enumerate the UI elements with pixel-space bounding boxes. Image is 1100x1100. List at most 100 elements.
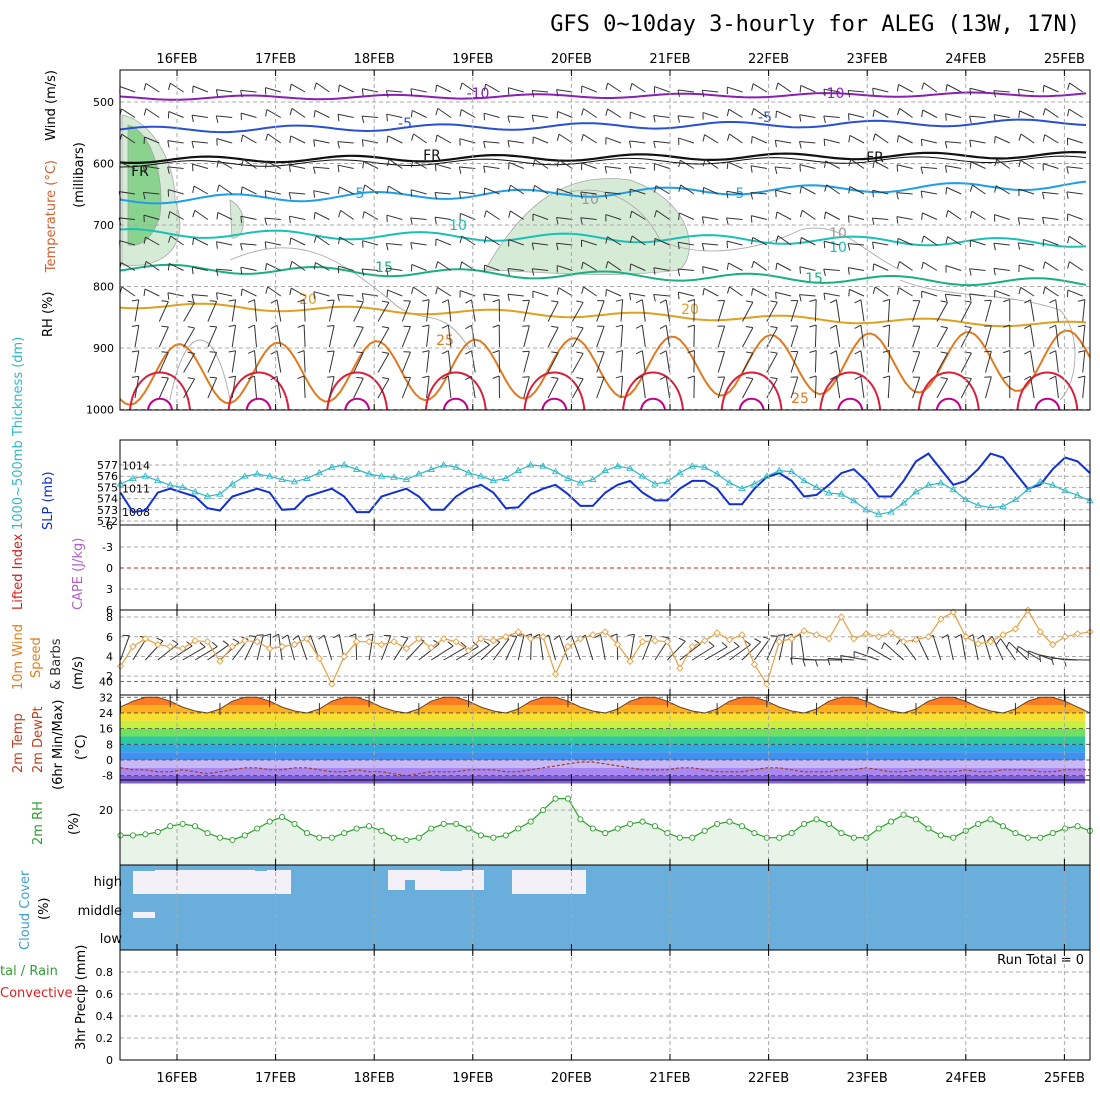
upper-wind-barb [751, 83, 754, 91]
upper-wind-barb [168, 111, 184, 118]
upper-wind-barb [120, 262, 136, 271]
upper-wind-barb [523, 376, 530, 399]
upper-wind-barb [823, 268, 840, 271]
rh2m-point [204, 830, 211, 837]
upper-wind-barb [994, 136, 996, 144]
upper-wind-barb [872, 133, 876, 141]
upper-wind-barb [848, 159, 852, 167]
upper-wind-barb [1082, 325, 1086, 348]
upper-wind-barb [971, 210, 986, 220]
surface-wind-barb [600, 634, 606, 661]
upper-wind-barb [240, 243, 257, 246]
upper-wind-barb [216, 268, 233, 271]
upper-wind-barb [461, 109, 476, 118]
upper-wind-barb [327, 325, 335, 327]
upper-wind-barb [969, 268, 972, 276]
upper-wind-barb [629, 140, 646, 144]
upper-wind-barb [799, 294, 816, 297]
upper-wind-barb [532, 185, 536, 193]
upper-wind-barb [534, 184, 549, 195]
upper-wind-barb [313, 110, 316, 118]
wind10-point [614, 640, 622, 649]
upper-wind-barb [923, 82, 938, 93]
isotherm-35 [541, 397, 568, 411]
upper-wind-barb [1049, 299, 1056, 304]
upper-wind-barb [1018, 264, 1035, 271]
isotherm-30 [622, 371, 684, 411]
upper-wind-barb [790, 325, 799, 348]
upper-wind-barb [532, 89, 549, 93]
rh2m-point [676, 834, 683, 841]
upper-wind-barb [1042, 191, 1059, 195]
upper-wind-barb [437, 107, 452, 118]
upper-wind-barb [605, 191, 622, 195]
surface-wind-barb [840, 655, 843, 663]
rh2m-point [415, 834, 422, 841]
upper-wind-barb [356, 325, 364, 328]
upper-wind-barb [144, 136, 160, 144]
wind10-point [974, 640, 982, 648]
temp-band [120, 720, 1085, 729]
upper-wind-barb [247, 350, 255, 354]
upper-wind-barb [276, 376, 282, 399]
upper-wind-barb [751, 108, 755, 116]
wind10-point [377, 640, 386, 649]
upper-wind-barb [945, 113, 962, 118]
temp-band [120, 705, 1085, 713]
temp-band [120, 689, 1085, 697]
upper-wind-barb [289, 108, 293, 116]
upper-wind-barb [471, 299, 476, 322]
upper-wind-barb [458, 166, 462, 174]
upper-wind-barb [216, 89, 233, 93]
upper-wind-barb [726, 133, 730, 141]
upper-wind-barb [218, 184, 233, 195]
surface-wind-barb [827, 658, 831, 666]
upper-wind-barb [899, 107, 913, 118]
upper-wind-barb [531, 268, 535, 276]
upper-wind-barb [629, 83, 633, 91]
surface-wind-barb [381, 635, 392, 661]
upper-wind-barb [337, 293, 354, 297]
wind10-point [290, 640, 299, 649]
upper-wind-barb [264, 217, 281, 220]
upper-wind-barb [717, 300, 726, 322]
upper-wind-barb [183, 378, 196, 399]
upper-wind-barb [654, 163, 670, 169]
rh2m-point [291, 820, 298, 827]
upper-wind-barb [231, 325, 237, 348]
thickness-point [502, 474, 510, 481]
upper-wind-barb [339, 236, 354, 246]
upper-wind-barb [187, 300, 195, 303]
upper-wind-barb [847, 267, 850, 275]
upper-wind-barb [381, 377, 390, 380]
wind10-point [452, 638, 460, 646]
upper-wind-barb [745, 351, 753, 354]
upper-wind-barb [410, 242, 427, 246]
thickness-point [874, 510, 883, 517]
upper-wind-barb [814, 375, 817, 399]
upper-wind-barb [717, 325, 726, 348]
upper-wind-barb [1017, 217, 1021, 225]
contour-label: -5 [398, 116, 412, 132]
upper-wind-barb [823, 88, 840, 93]
upper-wind-barb [823, 292, 840, 297]
upper-wind-barb [1082, 376, 1086, 399]
upper-wind-barb [143, 236, 146, 245]
thickness-tick-label: 576 [97, 470, 118, 483]
upper-wind-barb [582, 133, 597, 144]
upper-wind-barb [969, 268, 986, 271]
upper-wind-barb [753, 260, 768, 271]
upper-wind-barb [381, 300, 390, 303]
upper-wind-barb [848, 289, 850, 297]
upper-wind-barb [1055, 376, 1059, 399]
pressure-tick-label: 500 [93, 96, 114, 109]
upper-wind-barb [492, 299, 500, 303]
upper-wind-barb [362, 268, 379, 271]
wind10-point [365, 638, 373, 646]
upper-wind-barb [386, 242, 403, 246]
upper-wind-barb [339, 84, 354, 93]
upper-wind-barb [121, 108, 136, 118]
upper-wind-barb [422, 375, 430, 379]
upper-wind-barb [192, 114, 208, 118]
thickness-point [725, 479, 734, 486]
